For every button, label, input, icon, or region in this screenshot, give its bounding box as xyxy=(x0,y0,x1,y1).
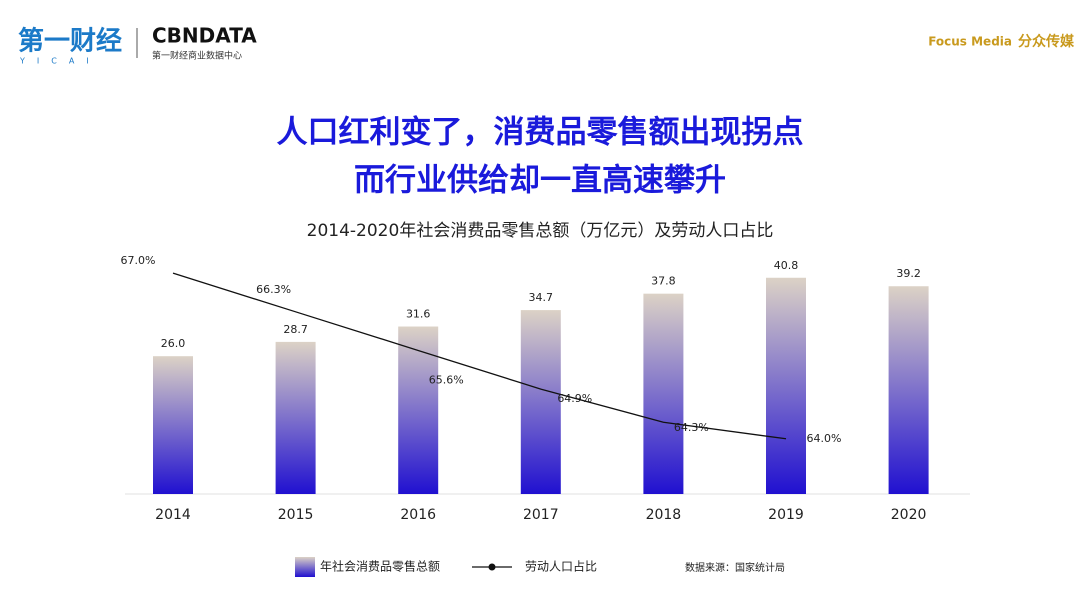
line xyxy=(172,272,787,440)
bar-label: 31.6 xyxy=(406,308,431,321)
logo-yicai: 第一财经 xyxy=(18,26,122,57)
x-tick-label: 2017 xyxy=(523,507,559,523)
bar xyxy=(643,293,684,494)
headline: 人口红利变了，消费品零售额出现拐点 xyxy=(277,115,804,151)
legend-dot xyxy=(488,563,496,571)
x-tick-label: 2015 xyxy=(278,507,314,523)
source: 数据来源：国家统计局 xyxy=(685,561,785,574)
bar-label: 37.8 xyxy=(651,275,676,288)
legend-label: 劳动人口占比 xyxy=(525,559,597,574)
x-tick-label: 2016 xyxy=(400,507,436,523)
line-label: 64.0% xyxy=(807,432,842,445)
line-label: 67.0% xyxy=(121,254,156,267)
x-tick-label: 2018 xyxy=(646,507,682,523)
bar xyxy=(398,326,439,494)
x-tick-label: 2014 xyxy=(155,507,191,523)
line-label: 65.6% xyxy=(429,373,464,386)
bar-label: 28.7 xyxy=(283,323,308,336)
bar xyxy=(275,341,316,494)
bar xyxy=(888,286,929,494)
logo-cbn-sub: 第一财经商业数据中心 xyxy=(152,50,242,62)
headline: 而行业供给却一直高速攀升 xyxy=(354,163,726,199)
logo-focus: Focus Media xyxy=(928,35,1012,49)
bar xyxy=(153,356,193,494)
bar xyxy=(520,310,561,494)
bar-label: 39.2 xyxy=(896,267,921,280)
bar xyxy=(766,277,806,494)
bar-label: 26.0 xyxy=(161,337,186,350)
x-tick-label: 2019 xyxy=(768,507,804,523)
logo-yicai-sub: YICAI xyxy=(19,57,101,66)
legend-swatch xyxy=(295,557,315,577)
bar-label: 40.8 xyxy=(774,259,799,272)
x-tick-label: 2020 xyxy=(891,507,927,523)
logo-focus-cn: 分众传媒 xyxy=(1018,33,1075,50)
logo-cbn: CBNDATA xyxy=(152,24,257,48)
chart-title: 2014-2020年社会消费品零售总额（万亿元）及劳动人口占比 xyxy=(307,221,774,241)
line-label: 66.3% xyxy=(256,283,291,296)
legend-label: 年社会消费品零售总额 xyxy=(320,559,440,574)
bar-label: 34.7 xyxy=(529,291,554,304)
